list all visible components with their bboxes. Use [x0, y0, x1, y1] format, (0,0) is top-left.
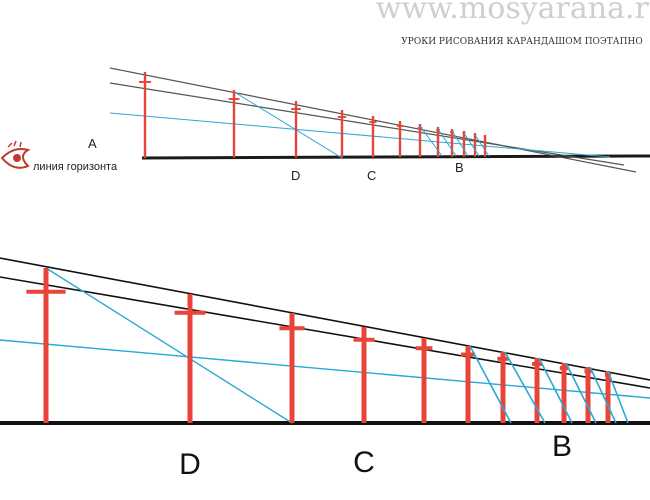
diagonal-guide	[474, 134, 490, 157]
bottom-diagram: D C B	[0, 257, 650, 481]
watermark-tagline: УРОКИ РИСОВАНИЯ КАРАНДАШОМ ПОЭТАПНО	[401, 37, 642, 47]
diagonal-guide	[565, 362, 597, 424]
guide-line-mid	[0, 339, 650, 399]
cross-bar-line	[109, 82, 625, 166]
diagonal-guide	[235, 92, 343, 159]
label-d: D	[179, 448, 201, 481]
label-c: C	[353, 446, 375, 479]
diagonal-guide	[45, 267, 293, 424]
diagonal-guide	[451, 130, 469, 157]
diagonal-guide	[469, 345, 512, 424]
label-b: B	[552, 430, 572, 463]
label-c: C	[367, 168, 376, 183]
horizon-line	[141, 154, 650, 160]
diagonal-guide	[607, 370, 629, 424]
watermark-site: www.mosyarana.ru	[376, 0, 650, 26]
label-d: D	[291, 168, 300, 183]
diagonal-guide	[463, 132, 480, 157]
diagonal-guide	[538, 357, 573, 424]
label-b: B	[455, 160, 464, 175]
diagonal-guide	[419, 125, 443, 157]
top-edge-line	[0, 257, 650, 381]
top-diagram: линия горизонта A D C B	[0, 67, 650, 183]
diagonal-guide	[437, 128, 457, 157]
eye-icon	[0, 140, 31, 169]
cross-bar-line	[0, 276, 650, 389]
diagonal-guide	[504, 351, 546, 424]
label-a: A	[88, 136, 97, 151]
guide-line-mid	[109, 112, 611, 158]
diagonal-guide	[589, 366, 617, 424]
horizon-label: линия горизонта	[33, 161, 118, 173]
